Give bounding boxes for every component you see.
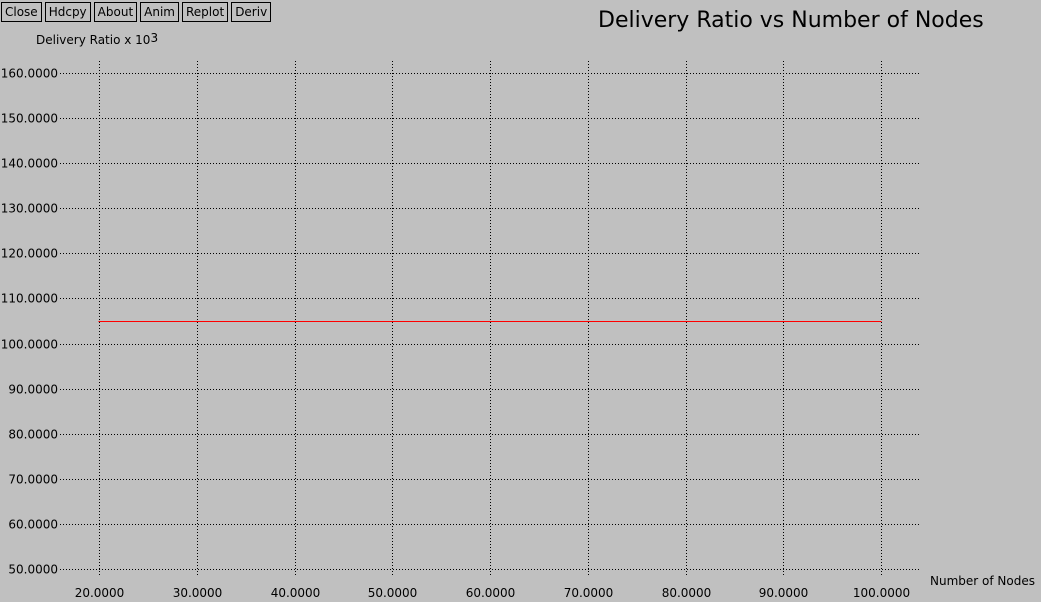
series-point [782,320,784,323]
series-point [684,320,687,323]
hardcopy-button[interactable]: Hdcpy [44,2,91,22]
about-button[interactable]: About [93,2,138,22]
y-tick-label: 80.0000 [8,428,58,442]
series-point [489,320,491,323]
y-tick-label: 110.0000 [1,292,58,306]
y-axis-label: Delivery Ratio x 103 [36,31,159,47]
x-tick-label: 40.0000 [271,586,321,600]
toolbar: Close Hdcpy About Anim Replot Deriv [1,2,272,22]
y-axis-label-text: Delivery Ratio x 10 [36,33,151,47]
series-point [196,320,198,323]
x-tick-label: 60.0000 [466,586,516,600]
y-axis-label-exponent: 3 [150,31,159,45]
grid-layer [60,61,920,577]
x-tick-label: 80.0000 [662,586,712,600]
close-button[interactable]: Close [1,2,42,22]
x-tick-label: 30.0000 [173,586,223,600]
x-tick-label: 90.0000 [759,586,809,600]
series-point [293,320,296,323]
y-tick-label: 160.0000 [1,67,58,81]
y-tick-label: 90.0000 [8,383,58,397]
y-tick-label: 100.0000 [1,338,58,352]
chart-title: Delivery Ratio vs Number of Nodes [598,8,984,33]
y-tick-labels: 50.0000 60.0000 70.0000 80.0000 90.0000 100.0… [1,67,58,577]
series-point [880,320,882,323]
series-point [587,320,589,323]
x-tick-label: 50.0000 [368,586,418,600]
deriv-button[interactable]: Deriv [231,2,272,22]
series-layer [98,320,882,323]
x-tick-label: 70.0000 [564,586,614,600]
y-tick-label: 60.0000 [8,518,58,532]
y-tick-label: 120.0000 [1,247,58,261]
y-tick-label: 130.0000 [1,202,58,216]
x-tick-labels: 20.0000 30.0000 40.0000 50.0000 60.0000 70.00… [75,586,910,600]
y-tick-label: 140.0000 [1,157,58,171]
x-axis-label: Number of Nodes [930,574,1035,588]
y-tick-label: 50.0000 [8,563,58,577]
y-tick-label: 150.0000 [1,112,58,126]
y-tick-label: 70.0000 [8,473,58,487]
series-point [391,320,393,323]
series-point [98,320,100,323]
replot-button[interactable]: Replot [182,2,229,22]
x-tick-label: 20.0000 [75,586,125,600]
x-tick-label: 100.0000 [853,586,910,600]
anim-button[interactable]: Anim [140,2,179,22]
